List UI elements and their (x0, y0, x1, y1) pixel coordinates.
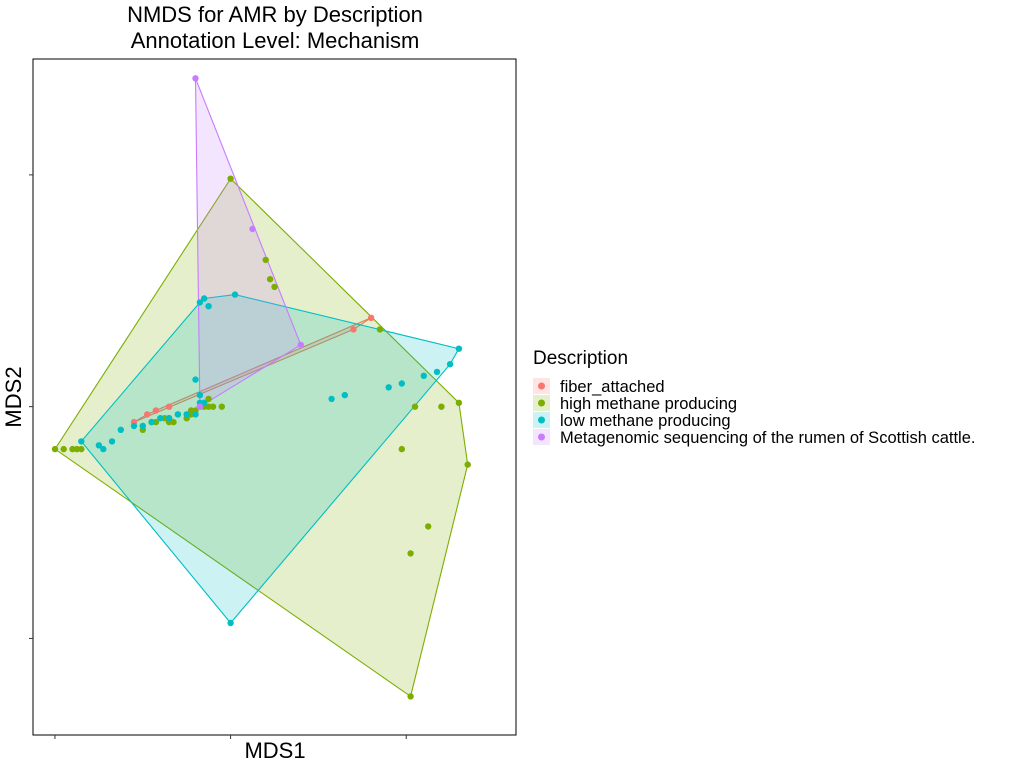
point-series-2 (117, 426, 125, 433)
point-series-1 (187, 407, 195, 414)
point-series-1 (51, 445, 59, 453)
legend-label: Metagenomic sequencing of the rumen of S… (560, 429, 975, 447)
chart-subtitle: Annotation Level: Mechanism (131, 28, 420, 53)
point-series-1 (73, 445, 81, 453)
hull-layer (54, 78, 469, 698)
point-series-2 (108, 438, 116, 445)
legend-key-dot (538, 416, 545, 424)
point-layer (51, 75, 471, 700)
point-series-2 (446, 361, 454, 368)
point-series-1 (398, 445, 405, 453)
point-series-2 (196, 299, 204, 306)
point-series-1 (425, 523, 432, 530)
axis-ticks (29, 174, 407, 739)
point-series-2 (139, 422, 146, 430)
point-series-2 (95, 442, 103, 449)
point-series-2 (196, 391, 204, 399)
point-series-1 (262, 256, 269, 264)
y-axis-title: MDS2 (1, 366, 26, 427)
point-series-1 (271, 283, 278, 291)
point-series-3 (249, 225, 256, 233)
point-series-2 (192, 376, 199, 383)
legend-label: low methane producing (560, 412, 731, 430)
point-series-1 (170, 418, 177, 426)
point-series-0 (165, 403, 173, 410)
point-series-3 (297, 341, 304, 349)
point-series-1 (205, 403, 212, 410)
point-series-2 (231, 291, 239, 298)
plot-area (29, 58, 517, 739)
point-series-2 (165, 415, 173, 422)
panel-border (32, 58, 517, 736)
point-series-1 (464, 461, 471, 468)
point-series-1 (60, 445, 67, 453)
point-series-1 (411, 403, 419, 410)
point-series-2 (455, 345, 463, 352)
point-series-1 (161, 415, 168, 422)
point-series-1 (407, 550, 414, 557)
legend-key-dot (538, 433, 545, 441)
point-series-0 (144, 411, 151, 418)
point-series-0 (367, 314, 375, 321)
point-series-2 (205, 303, 212, 310)
chart-title: NMDS for AMR by Description (127, 2, 423, 27)
point-series-1 (205, 395, 212, 403)
point-series-1 (227, 175, 234, 182)
point-series-2 (148, 418, 155, 426)
hull-series-1 (54, 177, 469, 698)
point-series-2 (227, 619, 234, 627)
point-series-1 (69, 445, 76, 453)
point-series-1 (266, 276, 274, 283)
point-series-2 (192, 411, 199, 418)
point-series-2 (328, 395, 335, 403)
point-series-1 (218, 403, 225, 410)
point-series-3 (196, 403, 204, 410)
point-series-2 (201, 295, 208, 302)
point-series-2 (174, 411, 182, 418)
point-series-1 (407, 693, 414, 700)
point-series-2 (78, 438, 85, 445)
point-series-2 (398, 380, 405, 387)
point-series-2 (341, 391, 348, 399)
point-series-1 (376, 326, 384, 333)
point-series-2 (157, 415, 164, 422)
legend-title: Description (533, 348, 628, 369)
point-series-1 (455, 399, 463, 406)
legend-label: fiber_attached (560, 378, 665, 396)
point-series-2 (385, 384, 392, 391)
point-series-1 (209, 403, 217, 410)
hull-series-3 (194, 78, 302, 408)
point-series-0 (350, 326, 357, 333)
legend-label: high methane producing (560, 395, 737, 413)
legend-key-dot (538, 399, 545, 407)
point-series-2 (420, 372, 427, 379)
point-series-2 (433, 368, 441, 376)
legend-key-dot (538, 382, 545, 390)
point-series-2 (183, 411, 190, 418)
point-series-1 (78, 445, 85, 453)
x-axis-title: MDS1 (244, 738, 305, 763)
point-series-0 (152, 407, 160, 414)
point-series-2 (100, 445, 107, 453)
point-series-3 (192, 75, 199, 82)
point-series-1 (438, 403, 445, 410)
point-series-2 (130, 422, 138, 430)
